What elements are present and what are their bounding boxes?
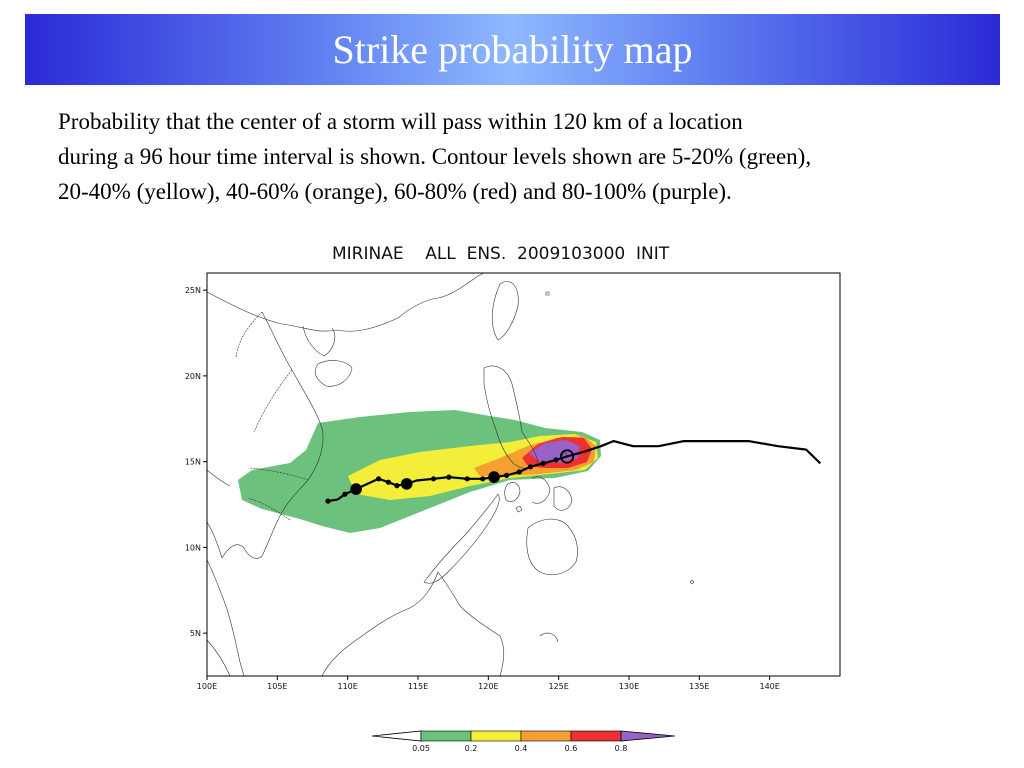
colorbar-segment-yellow xyxy=(470,730,522,742)
colorbar-label: 0.8 xyxy=(615,744,628,753)
description: Probability that the center of a storm w… xyxy=(58,104,1008,209)
track-position-marker xyxy=(342,491,348,497)
description-line: during a 96 hour time interval is shown.… xyxy=(58,144,812,169)
border-internal xyxy=(235,311,309,521)
colorbar-low-triangle xyxy=(371,730,422,742)
track-position-marker xyxy=(385,479,392,485)
colorbar-segment-red xyxy=(570,730,622,742)
lon-tick-label: 110E xyxy=(338,682,358,691)
track-position-marker xyxy=(376,476,382,482)
coast-visayas xyxy=(531,476,573,511)
coast-borneo xyxy=(321,571,505,676)
colorbar: 0.05 0.2 0.4 0.6 0.8 xyxy=(371,730,676,753)
track-position-marker xyxy=(504,472,510,478)
lat-tick-label: 20N xyxy=(185,372,201,381)
lon-tick-label: 125E xyxy=(549,682,569,691)
plot-frame xyxy=(206,272,841,677)
track-position-marker xyxy=(394,483,400,489)
track-position-marker xyxy=(350,483,362,495)
track-position-marker xyxy=(446,474,452,480)
description-line: 20-40% (yellow), 40-60% (orange), 60-80%… xyxy=(58,179,732,204)
colorbar-high-triangle xyxy=(620,730,676,742)
map-content xyxy=(207,273,822,676)
probability-contours xyxy=(238,410,601,533)
latitude-axis: 25N 20N 15N 10N 5N xyxy=(185,286,207,638)
lat-tick-label: 15N xyxy=(185,458,201,467)
track-position-marker xyxy=(516,469,522,475)
lon-tick-label: 105E xyxy=(267,682,287,691)
track-position-marker xyxy=(553,457,559,463)
coast-china-south xyxy=(207,273,485,332)
lon-tick-label: 115E xyxy=(408,682,428,691)
coastlines xyxy=(207,273,695,676)
coast-cambodia-thailand xyxy=(207,469,231,559)
coast-taiwan xyxy=(491,281,519,341)
colorbar-label: 0.2 xyxy=(465,744,478,753)
title-banner: Strike probability map xyxy=(25,14,1000,85)
lat-tick-label: 25N xyxy=(185,286,201,295)
coast-palawan xyxy=(423,493,500,584)
coast-mindoro xyxy=(504,482,521,502)
colorbar-segment-green xyxy=(420,730,472,742)
track-position-marker xyxy=(527,464,534,470)
lon-tick-label: 100E xyxy=(197,682,217,691)
coast-mindanao xyxy=(526,518,578,575)
track-position-marker xyxy=(464,476,470,482)
track-markers xyxy=(325,449,575,504)
description-line: Probability that the center of a storm w… xyxy=(58,109,743,134)
colorbar-label: 0.6 xyxy=(565,744,578,753)
colorbar-segment-orange xyxy=(520,730,572,742)
track-position-marker xyxy=(480,476,486,482)
coast-sumatra-malay xyxy=(207,639,231,676)
coast-leizhou xyxy=(302,325,336,357)
track-position-marker xyxy=(559,449,575,464)
lon-tick-label: 120E xyxy=(478,682,498,691)
coast-luzon xyxy=(483,365,539,469)
lon-tick-label: 135E xyxy=(689,682,709,691)
track-position-marker xyxy=(430,476,437,482)
slide-title: Strike probability map xyxy=(332,26,693,72)
longitude-axis: 100E 105E 110E 115E 120E 125E 130E 135E 140E xyxy=(197,676,780,691)
lon-tick-label: 140E xyxy=(760,682,780,691)
colorbar-label: 0.4 xyxy=(515,744,528,753)
lat-tick-label: 5N xyxy=(190,629,201,638)
coast-hainan xyxy=(314,360,353,387)
track-position-marker xyxy=(488,471,500,483)
track-position-marker xyxy=(325,498,331,504)
coast-small-islands xyxy=(515,291,695,643)
coast-gulf-thailand xyxy=(207,559,245,676)
track-position-marker xyxy=(540,460,546,466)
lat-tick-label: 10N xyxy=(185,543,201,552)
track-position-marker xyxy=(400,478,413,490)
colorbar-label: 0.05 xyxy=(412,744,430,753)
map-header: MIRINAE ALL ENS. 2009103000 INIT xyxy=(332,244,670,264)
lon-tick-label: 130E xyxy=(619,682,639,691)
